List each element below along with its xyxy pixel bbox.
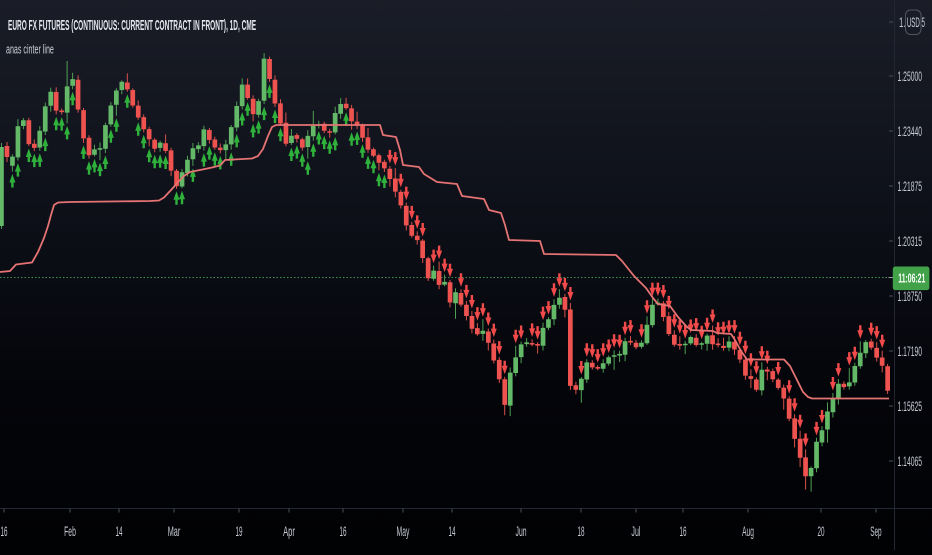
svg-text:16: 16 [0,524,7,539]
svg-text:1.14065: 1.14065 [898,455,922,470]
svg-text:1.15625: 1.15625 [898,400,922,415]
svg-text:16: 16 [340,524,347,539]
svg-text:Apr: Apr [283,525,295,540]
svg-text:18: 18 [578,524,585,539]
svg-text:1.20315: 1.20315 [898,235,922,250]
svg-text:1.25000: 1.25000 [898,70,922,85]
svg-text:Feb: Feb [64,525,76,540]
svg-text:1.17190: 1.17190 [898,345,922,360]
svg-text:20: 20 [818,524,825,539]
svg-text:Jul: Jul [631,525,640,540]
svg-text:USD: USD [907,17,920,31]
svg-text:1.18750: 1.18750 [898,290,922,305]
svg-text:1.23440: 1.23440 [898,125,922,140]
svg-text:11:06:21: 11:06:21 [898,272,925,286]
svg-text:5: 5 [922,15,925,30]
svg-text:EURO FX FUTURES (CONTINUOUS: C: EURO FX FUTURES (CONTINUOUS: CURRENT CON… [8,18,256,34]
svg-text:May: May [397,525,410,540]
svg-text:Sep: Sep [870,524,881,539]
svg-text:anas cinter line: anas cinter line [6,44,54,58]
svg-text:1.: 1. [899,16,906,31]
svg-text:19: 19 [236,524,243,539]
svg-text:16: 16 [680,524,687,539]
svg-text:14: 14 [449,524,456,539]
svg-text:Jun: Jun [516,525,527,540]
svg-text:14: 14 [116,524,123,539]
svg-text:1.21875: 1.21875 [898,180,922,195]
svg-text:Mar: Mar [168,525,181,540]
svg-text:Aug: Aug [742,524,754,539]
